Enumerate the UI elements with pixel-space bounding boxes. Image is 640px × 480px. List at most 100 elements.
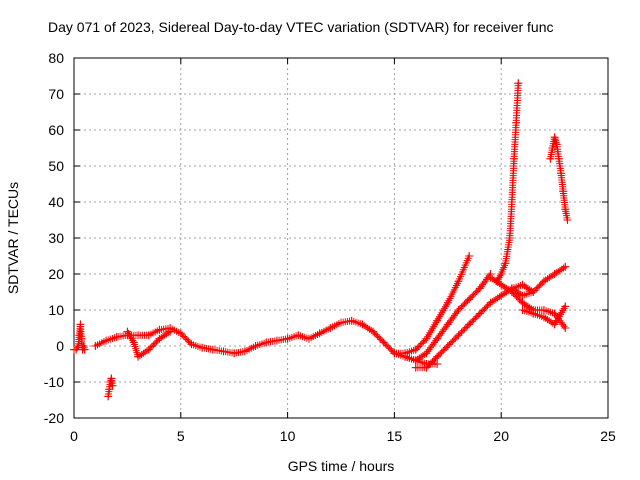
marker-band <box>493 79 522 285</box>
data-point <box>529 309 538 318</box>
data-point <box>294 331 303 340</box>
data-point <box>475 309 484 318</box>
data-point <box>347 316 356 325</box>
data-point <box>561 324 570 332</box>
data-point <box>337 318 345 327</box>
data-point <box>144 331 153 340</box>
x-tick-label: 5 <box>177 428 185 444</box>
series-branch-c <box>401 270 495 365</box>
data-point <box>514 79 523 88</box>
data-point <box>80 345 89 354</box>
data-point <box>475 284 484 293</box>
y-tick-label: 20 <box>48 266 64 282</box>
data-point <box>315 329 324 338</box>
y-tick-label: 60 <box>48 122 64 138</box>
data-point <box>422 334 431 343</box>
y-tick-label: 0 <box>56 338 64 354</box>
data-point <box>144 345 153 354</box>
x-tick-label: 15 <box>387 428 403 444</box>
data-point <box>134 352 143 361</box>
data-point <box>208 345 217 354</box>
data-point <box>390 349 399 358</box>
data-point <box>486 273 495 282</box>
data-point <box>401 352 410 361</box>
y-tick-label: 70 <box>48 86 64 102</box>
x-tick-label: 0 <box>70 428 78 444</box>
y-axis-label: SDTVAR / TECUs <box>5 182 21 294</box>
data-point <box>497 280 506 289</box>
data-point <box>108 381 117 390</box>
data-point <box>497 270 506 278</box>
y-tick-label: -20 <box>44 410 64 426</box>
data-point <box>102 336 111 345</box>
data-point <box>433 352 442 361</box>
data-point <box>105 385 114 394</box>
series-branch-b <box>390 252 474 358</box>
data-point <box>411 345 420 354</box>
data-point <box>433 316 442 325</box>
y-axis: -20 -10 0 10 20 30 40 50 60 70 80 <box>44 50 608 426</box>
data-point <box>134 331 143 340</box>
y-tick-label: 50 <box>48 158 64 174</box>
data-point <box>497 291 506 300</box>
data-point <box>240 347 249 356</box>
data-point <box>561 262 570 271</box>
data-point <box>112 333 121 341</box>
data-point <box>518 291 527 300</box>
data-point <box>550 270 559 278</box>
x-axis-label: GPS time / hours <box>288 458 395 474</box>
series-spike <box>492 79 523 286</box>
data-point <box>75 331 84 340</box>
data-point <box>123 327 132 336</box>
data-point <box>272 336 281 345</box>
data-point <box>443 320 452 329</box>
data-point <box>422 363 431 372</box>
data-point <box>433 334 442 343</box>
x-axis: 0 5 10 15 20 25 <box>70 58 616 444</box>
x-tick-label: 10 <box>280 428 296 444</box>
data-point <box>155 334 164 343</box>
data-point <box>539 306 548 314</box>
chart-title: Day 071 of 2023, Sidereal Day-to-day VTE… <box>48 19 554 35</box>
data-point <box>507 198 516 206</box>
y-tick-label: 80 <box>48 50 64 66</box>
data-point <box>465 295 474 304</box>
data-point <box>554 154 563 163</box>
data-point <box>518 306 527 314</box>
data-point <box>411 356 420 365</box>
data-point <box>77 334 86 343</box>
data-point <box>454 306 463 314</box>
y-tick-label: 10 <box>48 302 64 318</box>
data-point <box>433 360 442 368</box>
data-point <box>465 320 474 329</box>
data-point <box>550 320 559 329</box>
data-point <box>230 349 239 358</box>
y-tick-label: 40 <box>48 194 64 210</box>
data-point <box>552 140 561 149</box>
data-point <box>219 347 228 356</box>
data-point <box>561 302 570 311</box>
data-layer <box>70 79 572 401</box>
data-point <box>465 252 474 260</box>
x-tick-label: 20 <box>493 428 509 444</box>
data-point <box>166 327 175 336</box>
data-point <box>518 298 527 307</box>
data-point <box>326 324 335 332</box>
y-tick-label: -10 <box>44 374 64 390</box>
data-point <box>559 187 568 196</box>
grid <box>74 58 608 418</box>
series-late-track-c <box>518 302 570 329</box>
series-dip-segment <box>104 374 117 401</box>
data-point <box>443 298 452 307</box>
data-point <box>283 334 292 343</box>
series-late-track-b <box>507 262 570 300</box>
data-point <box>443 342 452 350</box>
data-point <box>422 349 431 358</box>
data-point <box>79 342 88 350</box>
data-point <box>187 340 196 349</box>
data-point <box>546 154 555 163</box>
data-point <box>379 338 388 347</box>
data-point <box>512 118 521 127</box>
data-point <box>262 338 271 347</box>
